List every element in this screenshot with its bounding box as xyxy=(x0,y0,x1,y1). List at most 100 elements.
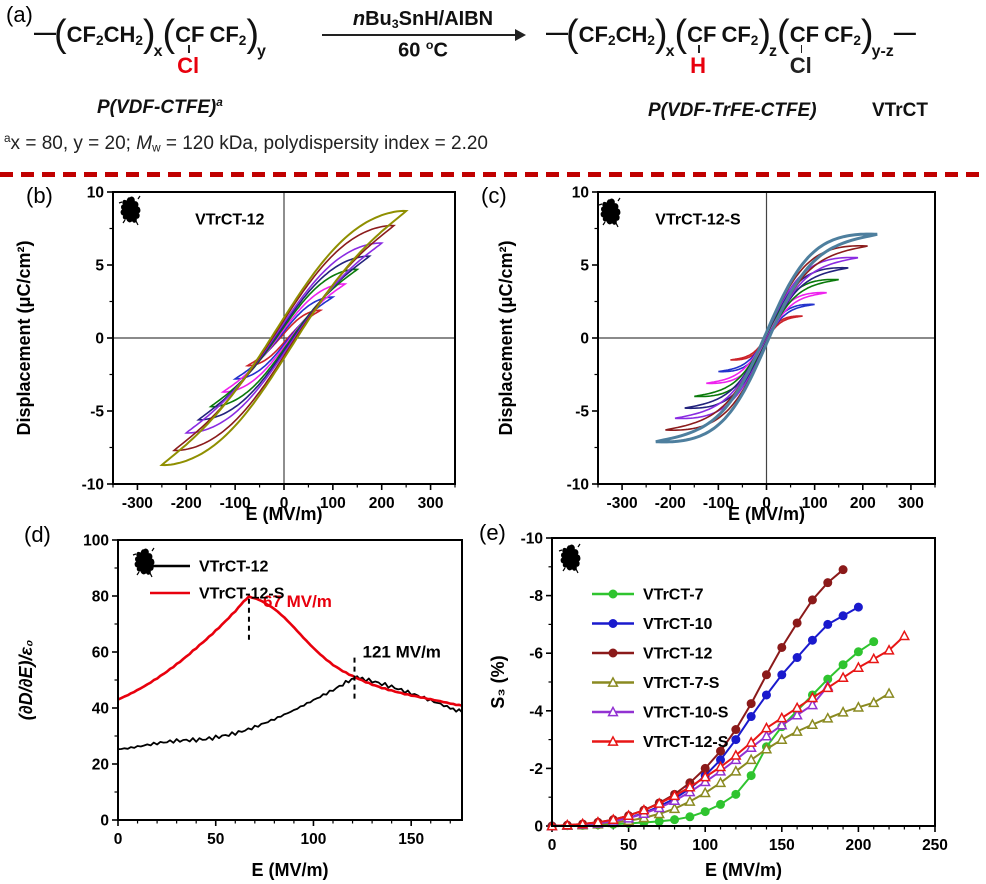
svg-text:67 MV/m: 67 MV/m xyxy=(263,592,332,611)
bond: — xyxy=(893,20,916,45)
paren: ) xyxy=(246,13,260,55)
vdf-unit: CF2CH2 xyxy=(66,22,143,48)
vdf-unit: CF2CH2 xyxy=(578,22,655,48)
panel-c-chart: -300 -200 -100 0 100 200 300 -10 -5 0 5 10 E (MV/m) D… xyxy=(486,182,986,524)
svg-text:50: 50 xyxy=(620,837,637,854)
svg-text:10: 10 xyxy=(87,185,104,202)
svg-text:100: 100 xyxy=(692,837,718,854)
svg-text:200: 200 xyxy=(369,495,395,512)
ctfe-unit: CF CF2 Cl xyxy=(175,22,247,78)
panel-d-chart: 0 50 100 150 0 20 40 60 80 100 E (MV/m) (∂D/∂E)/ε₀ 6… xyxy=(0,524,480,882)
panel-b-chart: -300 -200 -100 0 100 200 300 -10 -5 0 5 10 E (MV/m) D… xyxy=(0,182,480,524)
svg-text:100: 100 xyxy=(83,533,109,550)
repeat-z: z xyxy=(769,43,778,60)
paren: ( xyxy=(162,13,176,55)
svg-text:-5: -5 xyxy=(575,404,589,421)
svg-text:100: 100 xyxy=(802,495,828,512)
svg-text:-100: -100 xyxy=(703,495,734,512)
panel-e-label: (e) xyxy=(479,520,506,545)
svg-text:0: 0 xyxy=(762,495,771,512)
svg-text:0: 0 xyxy=(580,331,589,348)
svg-text:-10: -10 xyxy=(521,531,543,548)
svg-text:VTrCT-7-S: VTrCT-7-S xyxy=(643,675,720,692)
paren: ) xyxy=(860,13,874,55)
scheme-footnote: ax = 80, y = 20; Mw = 120 kDa, polydispe… xyxy=(4,132,488,155)
ink-scribble-icon xyxy=(558,543,581,574)
svg-text:300: 300 xyxy=(898,495,924,512)
svg-text:E (MV/m): E (MV/m) xyxy=(245,504,322,524)
svg-text:40: 40 xyxy=(92,701,109,718)
svg-text:50: 50 xyxy=(207,831,224,848)
svg-text:150: 150 xyxy=(398,831,424,848)
bond: — xyxy=(34,20,56,45)
paren: ) xyxy=(142,13,156,55)
svg-text:Displacement (μC/cm²): Displacement (μC/cm²) xyxy=(14,240,34,435)
svg-text:VTrCT-10: VTrCT-10 xyxy=(643,616,712,633)
arrow-shaft xyxy=(322,29,526,41)
svg-text:VTrCT-12: VTrCT-12 xyxy=(199,559,268,576)
svg-text:VTrCT-12: VTrCT-12 xyxy=(195,211,264,228)
svg-text:E (MV/m): E (MV/m) xyxy=(705,860,782,880)
svg-text:0: 0 xyxy=(95,331,104,348)
svg-text:0: 0 xyxy=(114,831,123,848)
svg-text:-10: -10 xyxy=(82,477,104,494)
svg-text:5: 5 xyxy=(95,258,104,275)
paren: ( xyxy=(54,13,67,55)
svg-text:150: 150 xyxy=(769,837,795,854)
paren: ) xyxy=(758,13,772,55)
strain-chart: 0 50 100 150 200 250 0 -2 -4 -6 -8 -10 E (MV/m) S₃ (%… xyxy=(488,531,948,881)
product-structure: — ( CF2CH2 ) x ( CF CF2 H ) z ( CF CF2 Cl … xyxy=(546,13,916,78)
panel-a-label: (a) xyxy=(6,2,33,27)
svg-text:VTrCT-12: VTrCT-12 xyxy=(643,646,712,663)
paren: ( xyxy=(777,13,790,55)
svg-text:5: 5 xyxy=(580,258,589,275)
reactant-structure: — ( CF2CH2 ) x ( CF CF2 Cl ) y xyxy=(34,13,266,78)
repeat-y: y xyxy=(257,43,266,60)
svg-text:-6: -6 xyxy=(529,646,543,663)
paren: ) xyxy=(654,13,668,55)
svg-text:250: 250 xyxy=(922,837,948,854)
svg-text:100: 100 xyxy=(301,831,327,848)
svg-text:60: 60 xyxy=(92,645,109,662)
svg-text:-4: -4 xyxy=(529,703,543,720)
svg-text:VTrCT-12-S: VTrCT-12-S xyxy=(643,734,729,751)
svg-text:Displacement (μC/cm²): Displacement (μC/cm²) xyxy=(496,240,516,435)
chlorine-substituent: Cl xyxy=(177,45,200,78)
svg-text:10: 10 xyxy=(572,185,589,202)
temperature-label: 60 oC xyxy=(398,38,448,62)
svg-text:0: 0 xyxy=(534,819,543,836)
red-dashed-divider xyxy=(0,172,986,177)
repeat-x: x xyxy=(153,43,163,60)
reaction-scheme: (a) — ( CF2CH2 ) x ( CF CF2 Cl ) y nBu3Sn… xyxy=(0,0,986,170)
product-name: P(VDF-TrFE-CTFE) xyxy=(648,100,817,121)
panel-b-label: (b) xyxy=(26,183,53,208)
ctfe-unit: CF CF2 Cl xyxy=(789,22,861,78)
paren: ( xyxy=(674,13,688,55)
svg-text:0: 0 xyxy=(280,495,289,512)
svg-text:VTrCT-7: VTrCT-7 xyxy=(643,587,704,604)
svg-text:0: 0 xyxy=(548,837,557,854)
hysteresis-chart-vtrct12: -300 -200 -100 0 100 200 300 -10 -5 0 5 10 E (MV/m) D… xyxy=(14,185,456,524)
ink-scribble-icon xyxy=(118,195,141,226)
svg-text:E (MV/m): E (MV/m) xyxy=(728,504,805,524)
svg-text:-2: -2 xyxy=(529,761,543,778)
reagents-label: nBu3SnH/AIBN xyxy=(352,8,494,31)
svg-text:-200: -200 xyxy=(171,495,202,512)
svg-text:VTrCT-12-S: VTrCT-12-S xyxy=(199,586,285,603)
svg-text:80: 80 xyxy=(92,589,109,606)
repeat-x: x xyxy=(665,43,675,60)
svg-text:300: 300 xyxy=(418,495,444,512)
svg-text:(∂D/∂E)/ε₀: (∂D/∂E)/ε₀ xyxy=(16,640,36,721)
panel-d-label: (d) xyxy=(24,522,51,547)
panel-c-label: (c) xyxy=(481,183,507,208)
svg-text:121 MV/m: 121 MV/m xyxy=(363,643,441,662)
ink-scribble-icon xyxy=(132,547,155,578)
permittivity-chart: 0 50 100 150 0 20 40 60 80 100 E (MV/m) (∂D/∂E)/ε₀ 6… xyxy=(16,533,463,880)
svg-text:-8: -8 xyxy=(529,588,543,605)
svg-text:-5: -5 xyxy=(90,404,104,421)
svg-text:20: 20 xyxy=(92,757,109,774)
svg-text:-10: -10 xyxy=(567,477,589,494)
chlorine-substituent: Cl xyxy=(789,45,812,78)
svg-text:VTrCT-12-S: VTrCT-12-S xyxy=(655,211,741,228)
product-tag: VTrCT xyxy=(872,100,928,121)
